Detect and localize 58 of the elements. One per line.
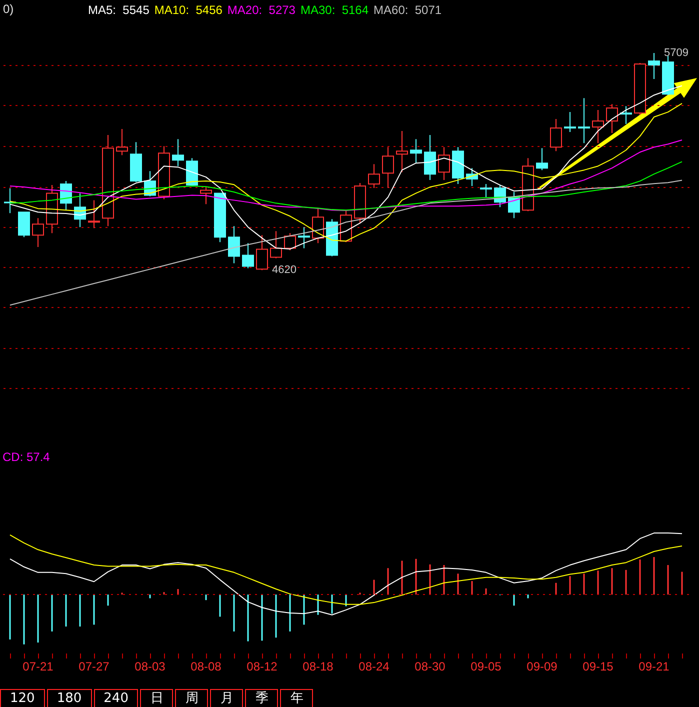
- candlestick: [368, 164, 380, 189]
- candlestick: [32, 218, 44, 248]
- candlestick: [88, 200, 100, 229]
- candlestick: [578, 98, 590, 144]
- x-tick-label: 09-15: [582, 660, 614, 674]
- x-tick-label: 08-24: [358, 660, 390, 674]
- text: 月: [210, 689, 244, 707]
- candlestick: [186, 158, 198, 187]
- candlestick: [592, 110, 604, 144]
- candlestick: [648, 52, 660, 80]
- x-tick-label: 09-09: [526, 660, 558, 674]
- candlestick: [410, 138, 422, 164]
- text: MA20: 5273: [227, 3, 296, 17]
- x-tick-label: 08-08: [190, 660, 222, 674]
- annotation: 5709: [664, 47, 688, 60]
- chart-title: CD: 57.4: [2, 450, 50, 464]
- candlestick: [256, 234, 268, 271]
- text: 240: [94, 689, 138, 707]
- candlestick: [620, 106, 632, 125]
- candlestick: [228, 226, 240, 264]
- chart-title: 0): [2, 2, 14, 16]
- text: 周: [175, 689, 208, 707]
- candlestick: [200, 186, 212, 205]
- candlestick: [424, 134, 436, 181]
- x-tick-label: 07-21: [22, 660, 54, 674]
- candlestick: [606, 104, 618, 134]
- candlestick: [564, 112, 576, 132]
- x-tick-label: 08-03: [134, 660, 166, 674]
- text: MA10: 5456: [154, 3, 222, 17]
- x-tick-label: 08-30: [414, 660, 446, 674]
- candlestick: [550, 118, 562, 152]
- x-tick-label: 08-18: [302, 660, 334, 674]
- text: 年: [280, 689, 314, 707]
- text: MA60: 5071: [374, 3, 442, 17]
- candlestick: [60, 180, 72, 211]
- annotation: 4620: [272, 264, 296, 276]
- x-tick-label: 09-21: [638, 660, 670, 674]
- candlestick: [396, 130, 408, 173]
- text: 180: [46, 689, 92, 707]
- candlestick: [536, 148, 548, 171]
- candlestick: [270, 230, 282, 259]
- x-tick-label: 09-05: [470, 660, 502, 674]
- candlestick: [242, 242, 254, 269]
- text: MA5: 5545: [88, 3, 150, 17]
- candlestick: [298, 226, 310, 249]
- candlestick: [382, 146, 394, 189]
- text: 日: [140, 689, 174, 707]
- text: MA30: 5164: [300, 3, 369, 17]
- candlestick: [116, 128, 128, 156]
- x-tick-label: 07-27: [78, 660, 110, 674]
- text: 季: [245, 689, 278, 707]
- candlestick: [284, 232, 296, 251]
- candlestick: [438, 146, 450, 181]
- candlestick: [18, 212, 30, 238]
- candlestick: [480, 184, 492, 198]
- x-tick-label: 08-12: [246, 660, 278, 674]
- text: 120: [0, 689, 45, 707]
- candlestick: [172, 138, 184, 167]
